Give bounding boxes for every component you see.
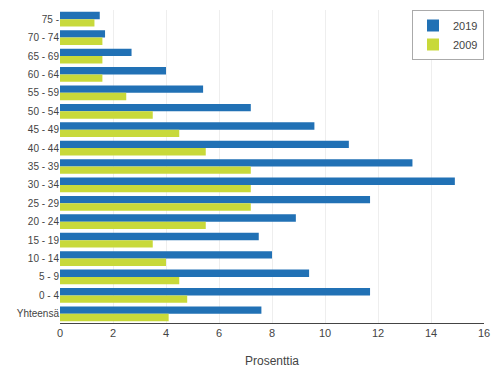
svg-text:12: 12 bbox=[372, 327, 384, 339]
svg-text:35 - 39: 35 - 39 bbox=[28, 161, 60, 172]
svg-text:6: 6 bbox=[216, 327, 222, 339]
svg-text:65 - 69: 65 - 69 bbox=[28, 51, 60, 62]
svg-text:14: 14 bbox=[425, 327, 437, 339]
svg-text:10: 10 bbox=[319, 327, 331, 339]
svg-text:0 - 4: 0 - 4 bbox=[39, 290, 59, 301]
svg-text:Prosenttia: Prosenttia bbox=[245, 354, 299, 368]
svg-text:45 - 49: 45 - 49 bbox=[28, 124, 60, 135]
svg-text:10 - 14: 10 - 14 bbox=[28, 253, 60, 264]
svg-text:25 - 29: 25 - 29 bbox=[28, 198, 60, 209]
svg-text:8: 8 bbox=[269, 327, 275, 339]
svg-text:75 -: 75 - bbox=[42, 14, 59, 25]
svg-text:16: 16 bbox=[478, 327, 490, 339]
svg-text:2: 2 bbox=[110, 327, 116, 339]
svg-text:60 - 64: 60 - 64 bbox=[28, 69, 60, 80]
svg-text:20 - 24: 20 - 24 bbox=[28, 216, 60, 227]
svg-text:70 - 74: 70 - 74 bbox=[28, 32, 60, 43]
svg-text:50 - 54: 50 - 54 bbox=[28, 106, 60, 117]
svg-text:55 - 59: 55 - 59 bbox=[28, 87, 60, 98]
svg-text:5 - 9: 5 - 9 bbox=[39, 271, 59, 282]
svg-text:2019: 2019 bbox=[453, 20, 477, 32]
svg-text:40 - 44: 40 - 44 bbox=[28, 143, 60, 154]
svg-text:30 - 34: 30 - 34 bbox=[28, 179, 60, 190]
svg-text:4: 4 bbox=[163, 327, 169, 339]
svg-text:0: 0 bbox=[57, 327, 63, 339]
svg-text:15 - 19: 15 - 19 bbox=[28, 235, 60, 246]
svg-text:2009: 2009 bbox=[453, 39, 477, 51]
svg-text:Yhteensä: Yhteensä bbox=[17, 308, 60, 319]
